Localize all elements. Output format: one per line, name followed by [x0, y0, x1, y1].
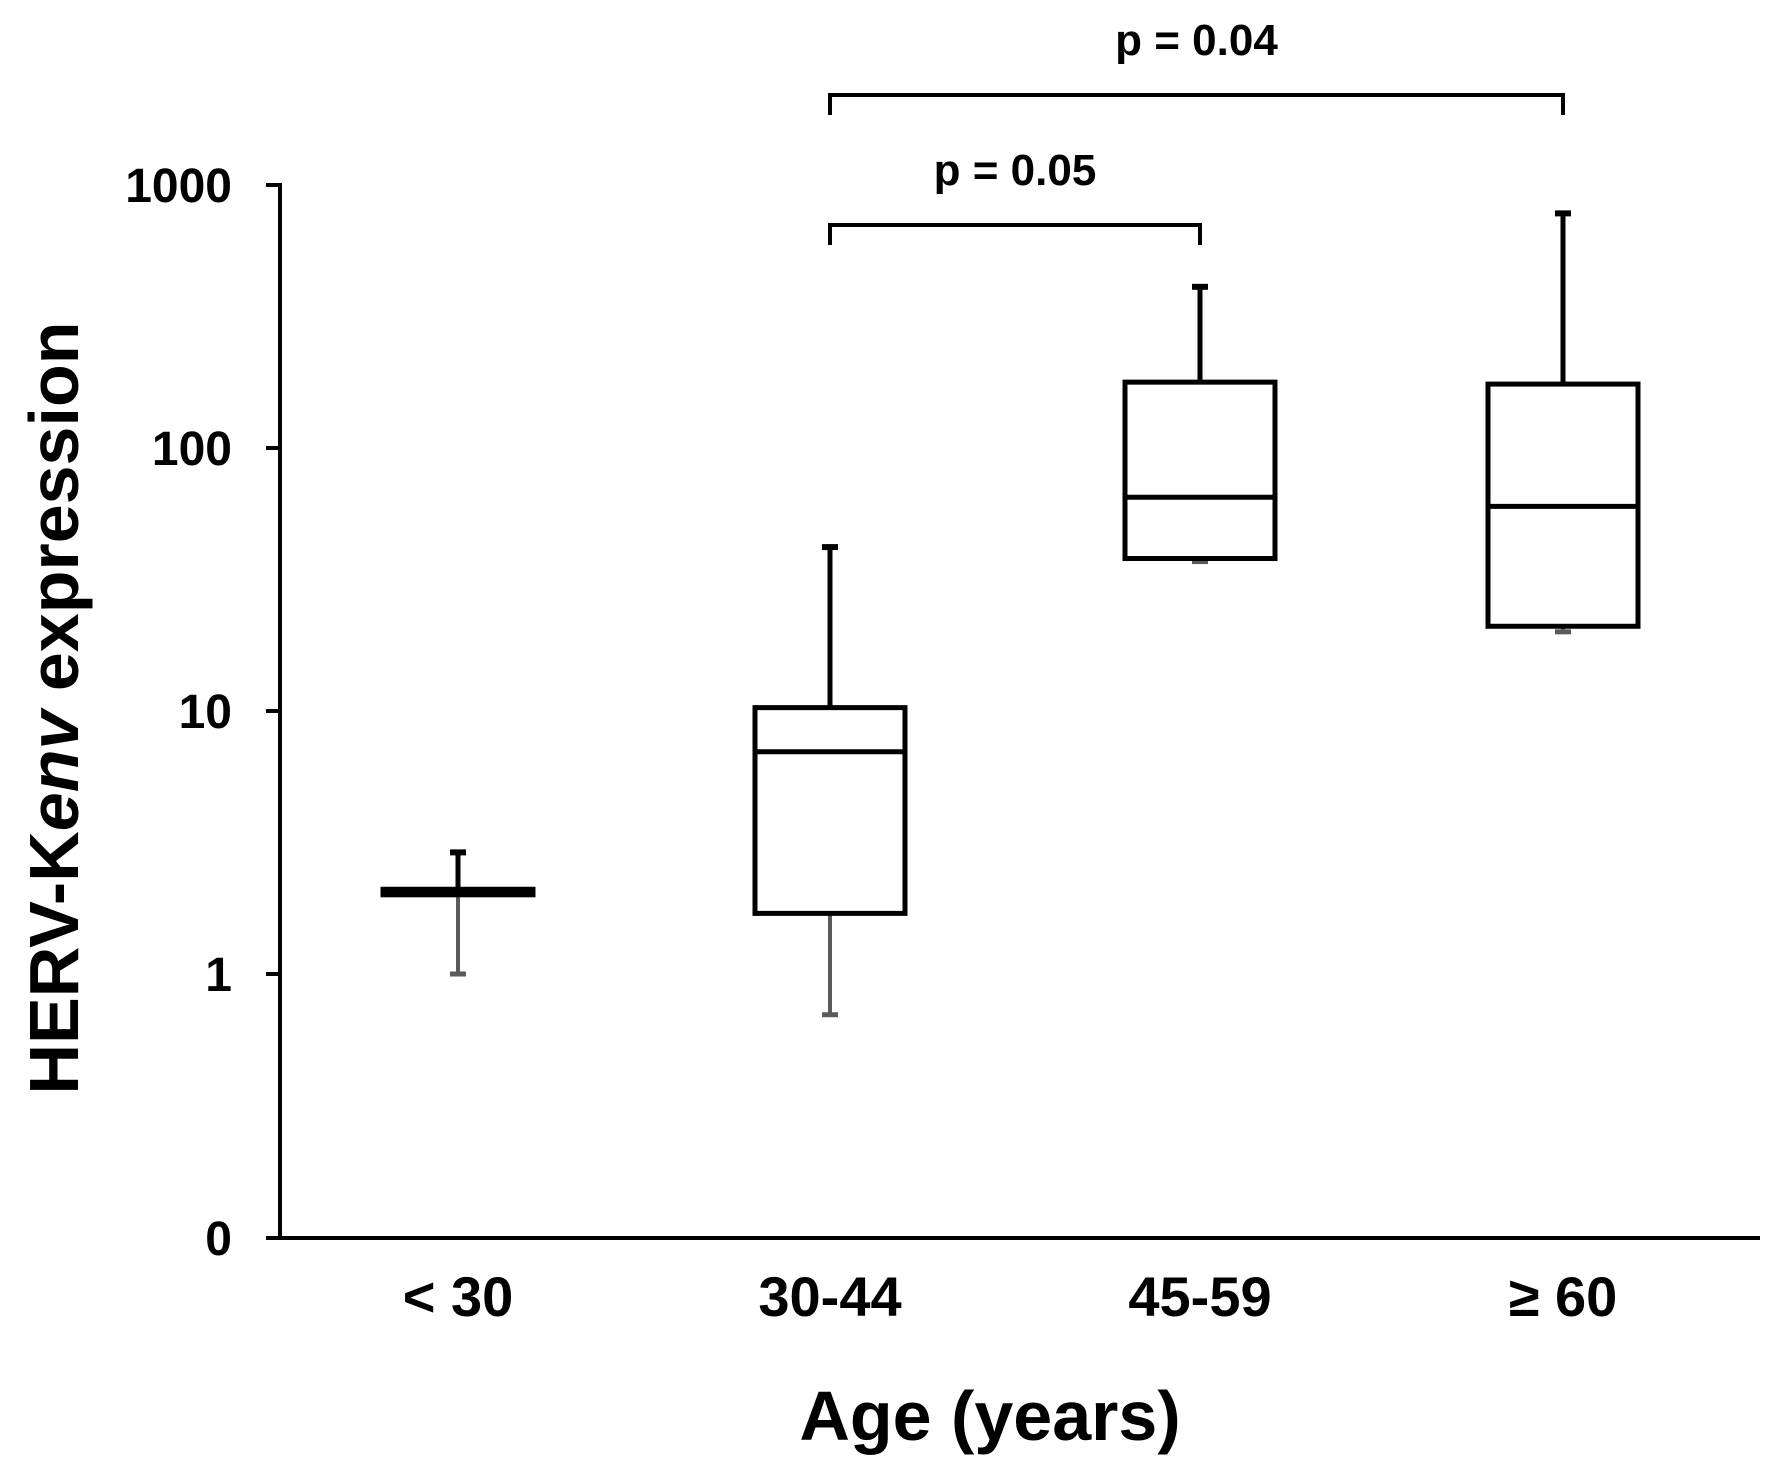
iqr-box	[1122, 379, 1278, 562]
y-axis-title-part-3: expression	[15, 322, 93, 711]
significance-bracket	[828, 93, 1565, 115]
x-category-label: 45-59	[1128, 1265, 1271, 1328]
y-axis-title-part-1: HERV-K	[15, 831, 93, 1094]
y-tick-label: 1000	[125, 160, 232, 213]
p-value-label: p = 0.05	[934, 146, 1097, 195]
y-tick-label: 1	[205, 949, 232, 1002]
x-category-label: ≥ 60	[1509, 1265, 1618, 1328]
iqr-box	[752, 705, 908, 916]
x-axis-title: Age (years)	[799, 1377, 1180, 1455]
x-category-label: 30-44	[758, 1265, 901, 1328]
p-value-label: p = 0.04	[1115, 16, 1278, 65]
x-axis-labels: < 30 30-44 45-59 ≥ 60	[403, 1265, 1618, 1328]
y-axis-title: HERV-Kenv expression	[15, 322, 93, 1095]
y-axis-ticks: 0 1 10 100 1000	[125, 160, 280, 1266]
y-tick-label: 100	[152, 423, 232, 476]
y-axis-title-part-2: env	[15, 707, 93, 832]
y-tick-label: 10	[179, 686, 232, 739]
x-category-label: < 30	[403, 1265, 514, 1328]
significance-bracket	[828, 223, 1202, 245]
y-tick-label: 0	[205, 1213, 232, 1266]
significance-brackets: p = 0.05 p = 0.04	[828, 16, 1565, 245]
boxes-group	[380, 210, 1641, 1018]
